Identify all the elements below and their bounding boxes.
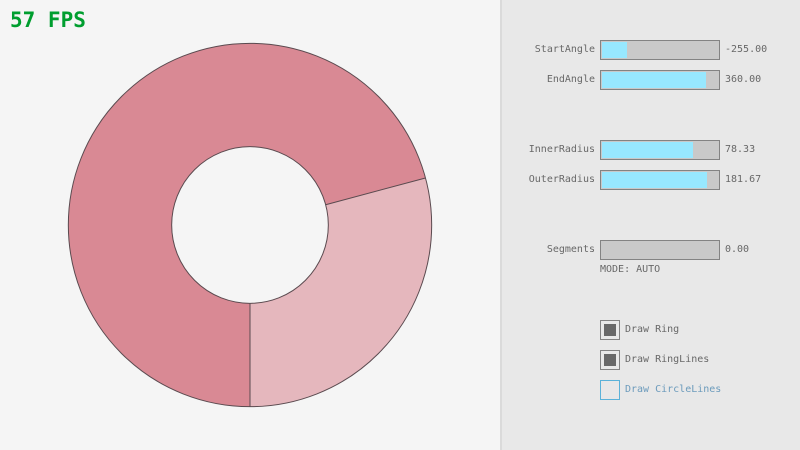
draw-circlelines-label: Draw CircleLines <box>625 384 722 395</box>
ring-sector-light <box>250 177 432 407</box>
innerradius-slider-fill <box>602 142 693 158</box>
startangle-slider[interactable] <box>600 40 720 60</box>
innerradius-value: 78.33 <box>725 144 756 155</box>
outerradius-slider[interactable] <box>600 170 720 190</box>
innerradius-label: InnerRadius <box>528 144 595 155</box>
segments-label: Segments <box>546 244 595 255</box>
draw-ring-label: Draw Ring <box>625 324 680 335</box>
draw-ring-checkmark <box>604 324 616 336</box>
endangle-label: EndAngle <box>546 74 595 85</box>
outerradius-slider-fill <box>602 172 708 188</box>
endangle-slider[interactable] <box>600 70 720 90</box>
segments-slider[interactable] <box>600 240 720 260</box>
endangle-value: 360.00 <box>725 74 762 85</box>
startangle-value: -255.00 <box>725 44 768 55</box>
startangle-slider-fill <box>602 42 628 58</box>
ring-chart <box>67 42 433 408</box>
innerradius-slider[interactable] <box>600 140 720 160</box>
segments-value: 0.00 <box>725 244 750 255</box>
draw-ringlines-checkbox[interactable] <box>600 350 620 370</box>
startangle-label: StartAngle <box>534 44 595 55</box>
outerradius-label: OuterRadius <box>528 174 595 185</box>
canvas-area: 57 FPS <box>10 8 433 408</box>
endangle-slider-fill <box>602 72 707 88</box>
mode-label: MODE: AUTO <box>600 264 661 275</box>
outerradius-value: 181.67 <box>725 174 762 185</box>
ring-outline-inner <box>171 146 329 304</box>
draw-ringlines-checkmark <box>604 354 616 366</box>
draw-ringlines-label: Draw RingLines <box>625 354 710 365</box>
fps-counter: 57 FPS <box>10 8 86 32</box>
ring-line-east <box>325 177 426 206</box>
draw-circlelines-checkbox[interactable] <box>600 380 620 400</box>
draw-ring-checkbox[interactable] <box>600 320 620 340</box>
